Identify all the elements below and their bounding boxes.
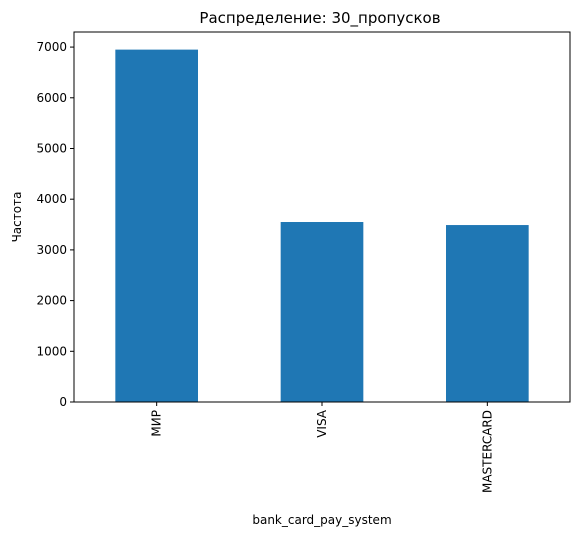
- bars-group: [115, 49, 529, 402]
- y-tick-label-0: 0: [59, 395, 67, 409]
- bar-2: [446, 225, 529, 402]
- chart-title: Распределение: 30_пропусков: [199, 9, 440, 28]
- x-axis-label: bank_card_pay_system: [252, 513, 391, 527]
- bar-1: [280, 222, 364, 402]
- y-axis: 0 1000 2000 3000 4000 5000 6000 7000: [36, 40, 74, 409]
- y-tick-label-5: 5000: [36, 141, 67, 155]
- x-tick-label-0: МИР: [150, 410, 164, 437]
- y-tick-label-2: 2000: [36, 294, 67, 308]
- y-tick-label-1: 1000: [36, 344, 67, 358]
- y-tick-label-3: 3000: [36, 243, 67, 257]
- x-tick-label-2: MASTERCARD: [480, 410, 494, 493]
- x-tick-label-1: VISA: [315, 409, 329, 438]
- y-tick-label-4: 4000: [36, 192, 67, 206]
- plot-frame: [73, 31, 571, 403]
- y-tick-label-7: 7000: [36, 40, 67, 54]
- y-tick-label-6: 6000: [36, 91, 67, 105]
- y-axis-label: Частота: [10, 192, 24, 243]
- x-axis: МИР VISA MASTERCARD: [150, 402, 494, 493]
- bar-0: [115, 49, 198, 402]
